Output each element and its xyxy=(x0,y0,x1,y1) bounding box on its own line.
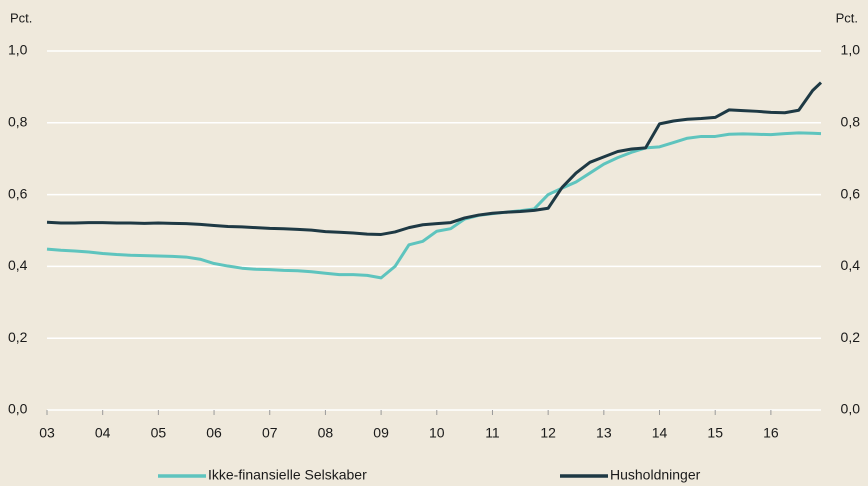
y-tick-label: 0,8 xyxy=(8,114,28,130)
x-tick-label: 08 xyxy=(318,425,334,441)
y2-tick-label: 0,6 xyxy=(841,185,861,201)
legend-label: Ikke-finansielle Selskaber xyxy=(208,467,367,483)
x-tick-label: 03 xyxy=(39,425,55,441)
x-tick-label: 10 xyxy=(429,425,445,441)
x-tick-label: 07 xyxy=(262,425,278,441)
x-tick-label: 15 xyxy=(707,425,723,441)
y2-tick-label: 0,4 xyxy=(841,257,861,273)
x-tick-label: 13 xyxy=(596,425,612,441)
x-tick-label: 06 xyxy=(206,425,222,441)
legend-label: Husholdninger xyxy=(610,467,701,483)
y-tick-label: 0,0 xyxy=(8,401,28,417)
y-tick-label: 0,6 xyxy=(8,185,28,201)
y-tick-label: 0,2 xyxy=(8,329,28,345)
y2-tick-label: 0,2 xyxy=(841,329,861,345)
y-tick-label: 1,0 xyxy=(8,42,28,58)
x-tick-label: 14 xyxy=(652,425,668,441)
y2-tick-label: 0,0 xyxy=(841,401,861,417)
x-tick-label: 12 xyxy=(540,425,556,441)
line-series xyxy=(46,81,823,236)
line-series xyxy=(46,131,822,280)
y-tick-label: 0,4 xyxy=(8,257,28,273)
y-axis-label: Pct. xyxy=(10,10,32,25)
x-tick-label: 04 xyxy=(95,425,111,441)
x-tick-label: 05 xyxy=(151,425,167,441)
x-tick-label: 11 xyxy=(485,425,500,441)
y2-axis-label: Pct. xyxy=(836,10,858,25)
y2-tick-label: 0,8 xyxy=(841,114,861,130)
y2-tick-label: 1,0 xyxy=(841,42,861,58)
x-tick-label: 09 xyxy=(373,425,389,441)
x-tick-label: 16 xyxy=(763,425,779,441)
